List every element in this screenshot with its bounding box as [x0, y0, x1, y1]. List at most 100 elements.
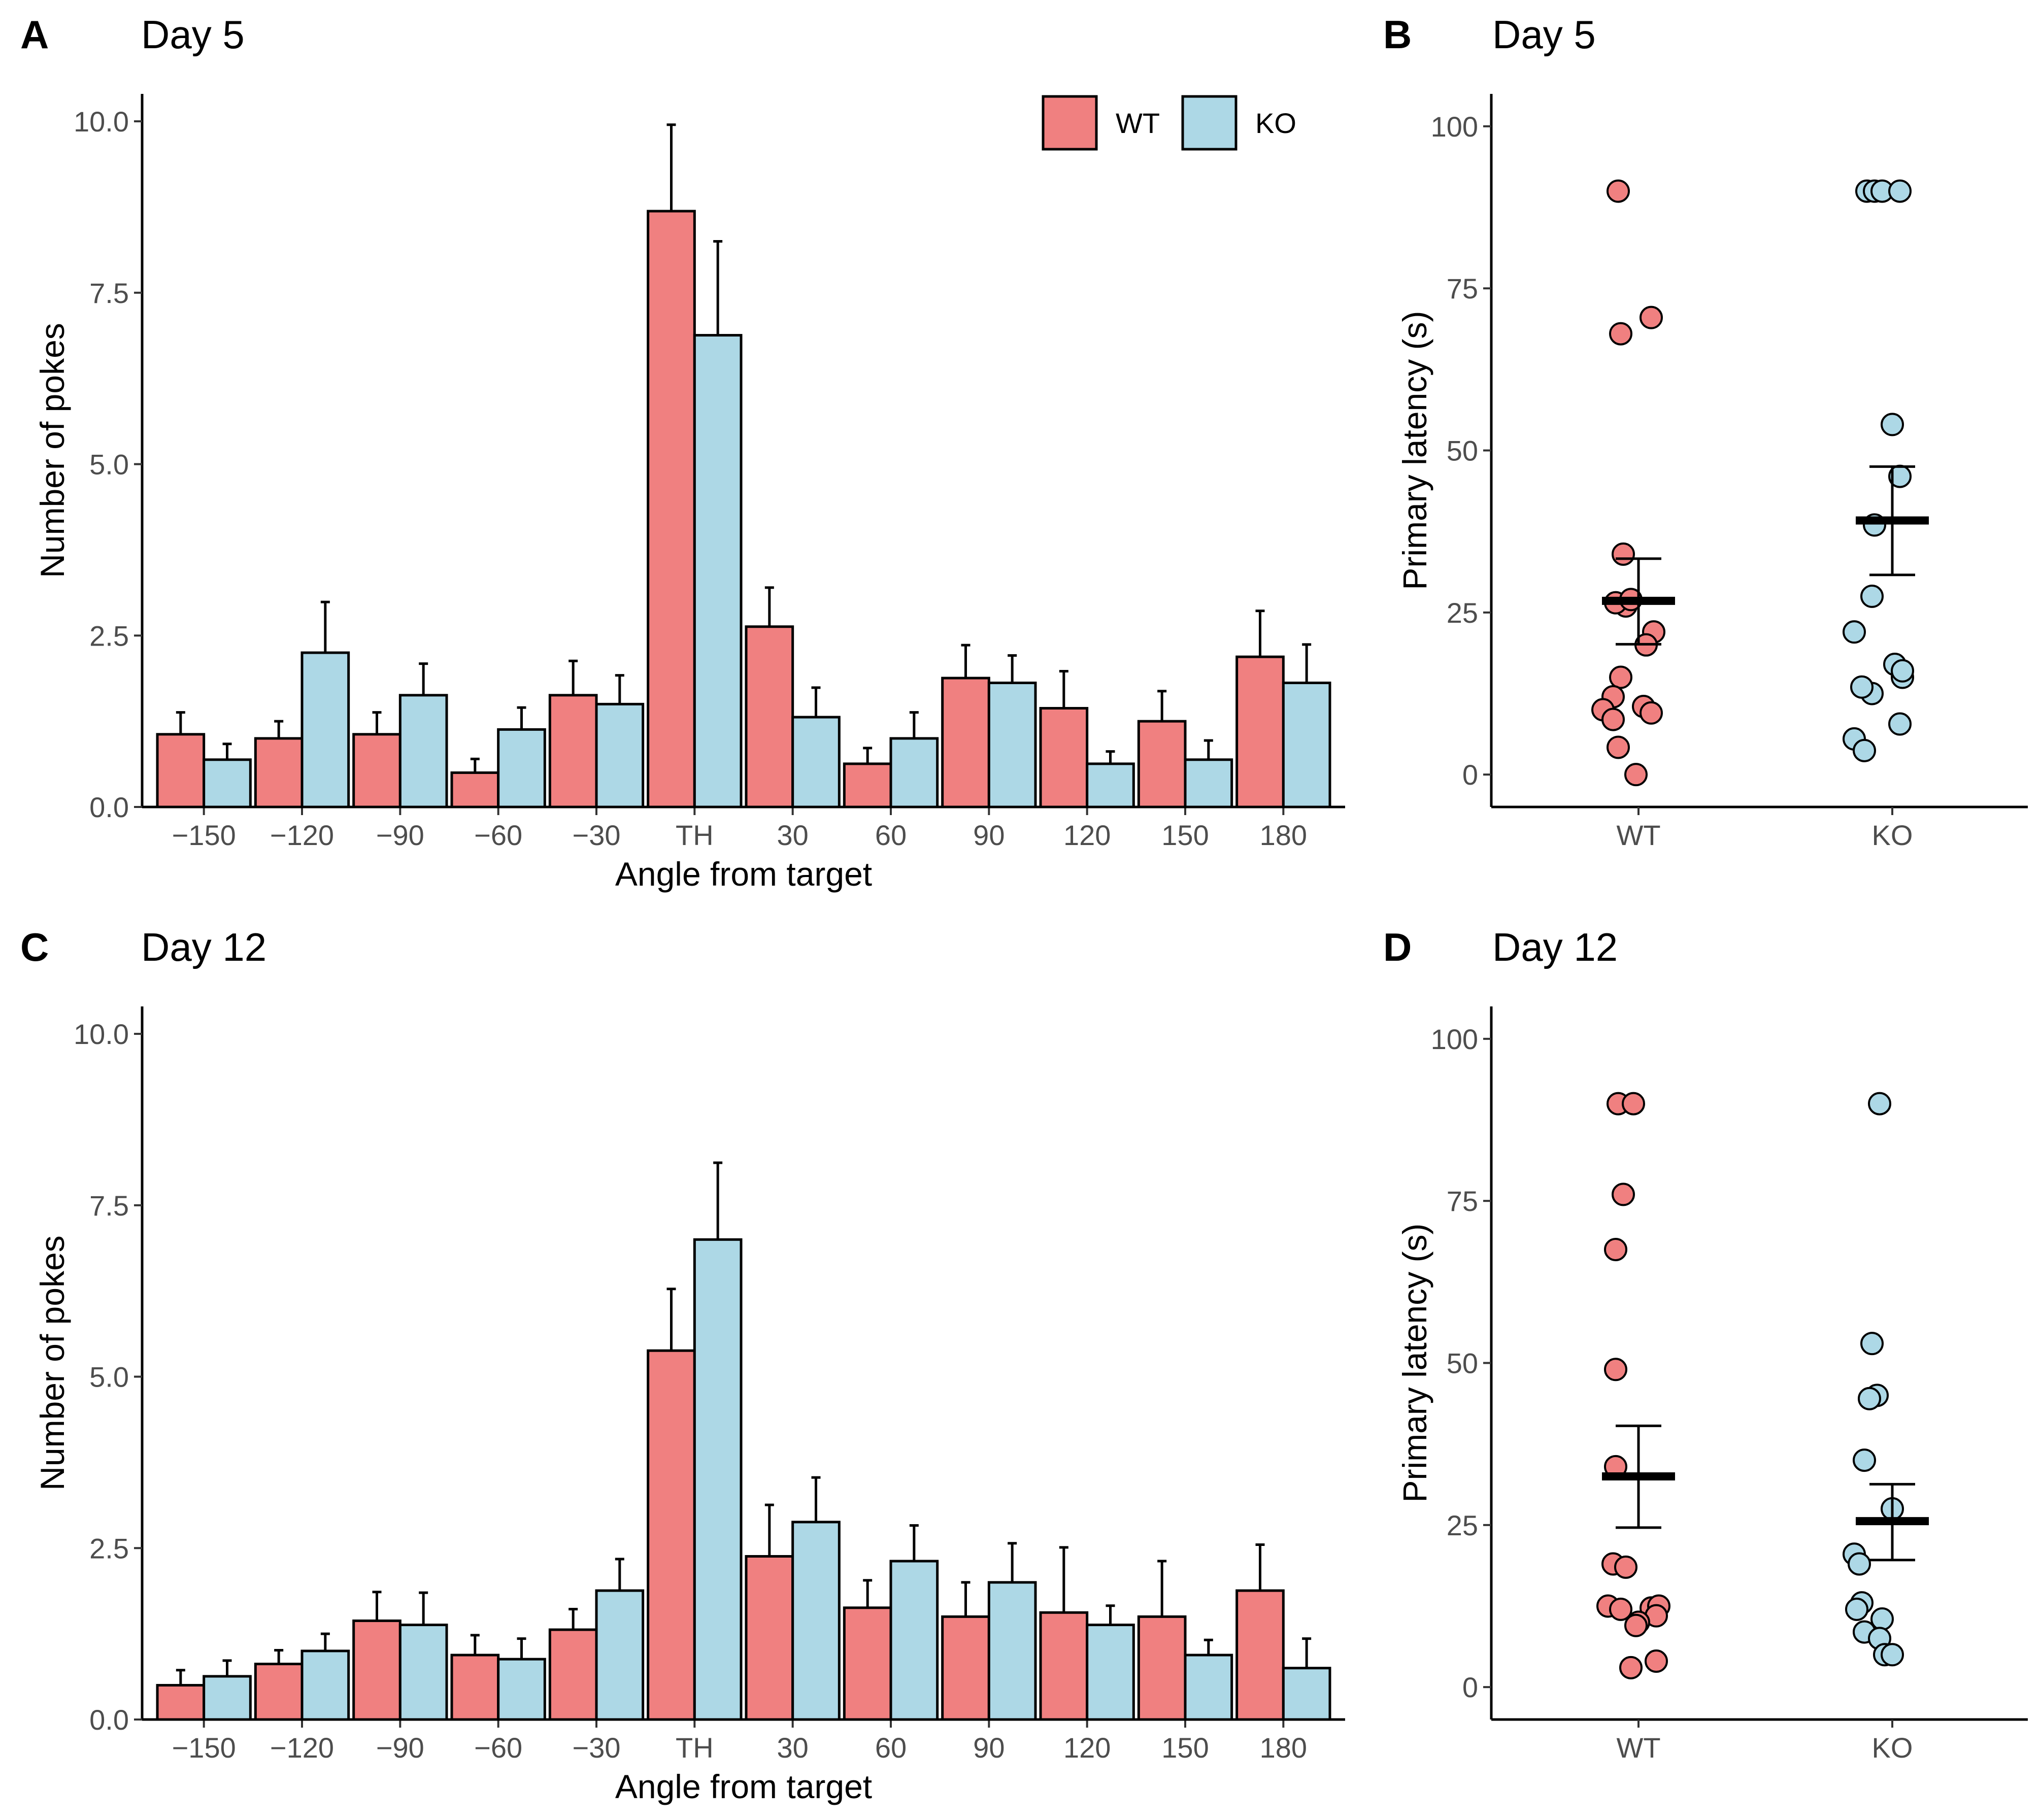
- point-ko: [1868, 1092, 1891, 1116]
- y-axis-title-C: Number of pokes: [34, 1235, 71, 1491]
- bar-wt: [254, 1663, 304, 1721]
- point-wt: [1609, 1597, 1632, 1621]
- bar-ko: [889, 1560, 939, 1721]
- point-wt: [1609, 322, 1632, 346]
- point-wt: [1640, 701, 1663, 725]
- y-tick-label: 7.5: [89, 1190, 129, 1222]
- bar-wt: [450, 1654, 500, 1721]
- bar-wt: [1235, 1589, 1285, 1721]
- bar-ko: [987, 681, 1037, 808]
- bar-wt: [352, 1619, 402, 1721]
- x-tick-label: 180: [1260, 819, 1307, 851]
- point-wt: [1604, 1237, 1627, 1261]
- bar-ko: [1282, 681, 1331, 808]
- y-tick-label: 100: [1431, 1023, 1478, 1055]
- panel-letter-B: B: [1383, 12, 1412, 57]
- x-tick-label: −120: [270, 1732, 334, 1764]
- y-tick-label: 7.5: [89, 277, 129, 309]
- y-tick-label: 5.0: [89, 1361, 129, 1393]
- bar-ko: [1282, 1667, 1331, 1721]
- panel-title-B: Day 5: [1492, 12, 1596, 57]
- bar-ko: [595, 702, 645, 808]
- y-tick-label: 25: [1447, 1509, 1478, 1541]
- point-ko: [1888, 179, 1912, 203]
- bar-wt: [843, 762, 892, 808]
- x-axis-title-A: Angle from target: [615, 855, 872, 893]
- y-tick-label: 10.0: [74, 106, 129, 138]
- y-tick-label: 5.0: [89, 449, 129, 481]
- x-tick-label: −60: [474, 1732, 522, 1764]
- bar-ko: [987, 1581, 1037, 1721]
- bar-ko: [889, 737, 939, 808]
- y-tick-label: 50: [1447, 1347, 1478, 1379]
- point-ko: [1870, 1607, 1894, 1631]
- panel-letter-A: A: [20, 12, 49, 57]
- point-wt: [1645, 1649, 1668, 1673]
- bar-wt: [548, 694, 598, 808]
- y-tick-label: 10.0: [74, 1018, 129, 1050]
- x-tick-label: WT: [1616, 819, 1660, 851]
- bar-wt: [156, 733, 206, 808]
- x-tick-label: 150: [1161, 1732, 1209, 1764]
- panel-letter-D: D: [1383, 925, 1412, 969]
- bar-ko: [791, 716, 841, 808]
- bar-wt: [254, 737, 304, 808]
- point-wt: [1612, 1183, 1635, 1206]
- bar-wt: [156, 1683, 206, 1721]
- point-wt: [1614, 1555, 1637, 1579]
- x-tick-label: 120: [1063, 819, 1111, 851]
- point-ko: [1850, 675, 1874, 699]
- y-tick-label: 25: [1447, 597, 1478, 629]
- bar-ko: [791, 1521, 841, 1721]
- bar-wt: [450, 771, 500, 808]
- x-tick-label: 60: [875, 819, 907, 851]
- point-ko: [1860, 584, 1884, 608]
- bar-wt: [548, 1628, 598, 1721]
- x-axis-title-C: Angle from target: [615, 1768, 872, 1805]
- y-tick-label: 50: [1447, 435, 1478, 467]
- y-tick-label: 75: [1447, 273, 1478, 305]
- bar-ko: [497, 728, 546, 808]
- y-tick-label: 2.5: [89, 1532, 129, 1564]
- bar-wt: [1039, 706, 1089, 808]
- y-tick-label: 75: [1447, 1185, 1478, 1217]
- bar-ko: [300, 1649, 350, 1721]
- x-tick-label: 30: [777, 1732, 809, 1764]
- bar-wt: [352, 733, 402, 808]
- bar-wt: [1137, 720, 1187, 808]
- bar-wt: [1137, 1615, 1187, 1721]
- point-wt: [1622, 1092, 1645, 1116]
- point-wt: [1619, 1656, 1643, 1679]
- x-tick-label: 150: [1161, 819, 1209, 851]
- point-wt: [1604, 1358, 1627, 1381]
- point-ko: [1891, 659, 1914, 683]
- x-tick-label: KO: [1872, 819, 1913, 851]
- y-tick-label: 0.0: [89, 1704, 129, 1736]
- bar-wt: [647, 1349, 696, 1721]
- y-tick-label: 100: [1431, 111, 1478, 143]
- point-ko: [1858, 1387, 1881, 1410]
- bar-ko: [300, 651, 350, 808]
- panel-title-D: Day 12: [1492, 925, 1618, 969]
- legend-label-ko: KO: [1255, 107, 1296, 139]
- legend-label-wt: WT: [1116, 107, 1160, 139]
- bar-ko: [203, 1675, 252, 1721]
- panel-title-C: Day 12: [141, 925, 266, 969]
- point-ko: [1845, 1597, 1868, 1621]
- point-ko: [1848, 1552, 1871, 1576]
- point-wt: [1624, 763, 1648, 787]
- panel-title-A: Day 5: [141, 12, 245, 57]
- x-tick-label: 60: [875, 1732, 907, 1764]
- point-wt: [1624, 1613, 1648, 1637]
- point-wt: [1607, 179, 1630, 203]
- bar-wt: [1039, 1611, 1089, 1721]
- x-tick-label: 180: [1260, 1732, 1307, 1764]
- bar-ko: [693, 334, 743, 808]
- x-tick-label: WT: [1616, 1732, 1660, 1764]
- x-tick-label: −150: [172, 1732, 236, 1764]
- bar-ko: [497, 1658, 546, 1721]
- point-wt: [1601, 707, 1625, 731]
- point-wt: [1612, 542, 1635, 566]
- bar-wt: [745, 1555, 794, 1721]
